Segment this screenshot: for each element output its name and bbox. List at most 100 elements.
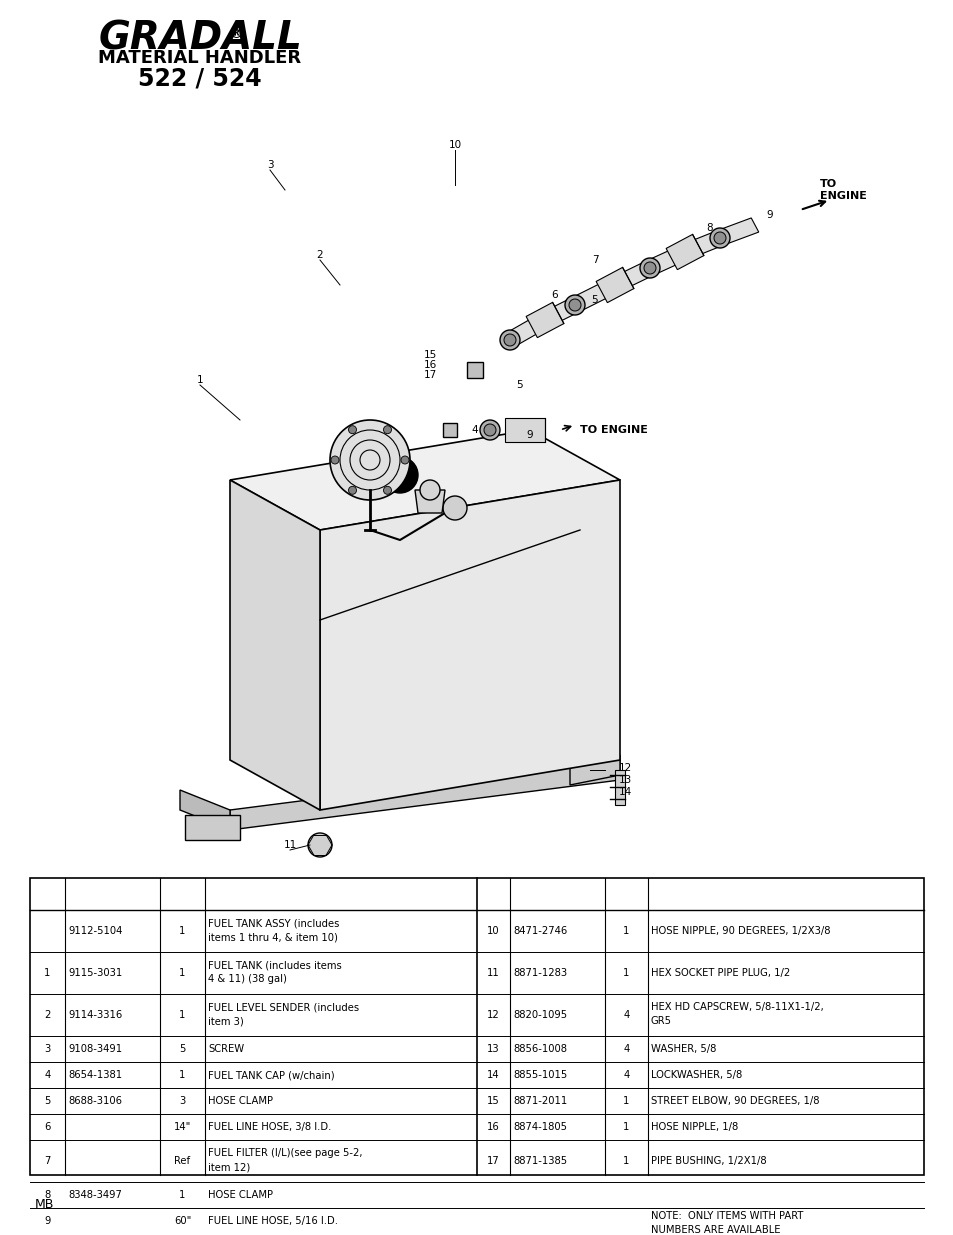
Polygon shape <box>645 245 688 275</box>
Text: FUEL TANK CAP (w/chain): FUEL TANK CAP (w/chain) <box>208 1070 335 1079</box>
Polygon shape <box>230 430 619 530</box>
Polygon shape <box>569 755 619 785</box>
Text: 5: 5 <box>44 1095 51 1107</box>
Circle shape <box>503 333 516 346</box>
Text: 4: 4 <box>622 1044 629 1053</box>
Text: 1: 1 <box>622 1156 629 1166</box>
Text: HOSE NIPPLE, 1/8: HOSE NIPPLE, 1/8 <box>650 1123 738 1132</box>
Polygon shape <box>596 267 633 303</box>
Text: 5: 5 <box>591 295 598 305</box>
Text: MB: MB <box>35 1198 54 1212</box>
Text: 12: 12 <box>618 763 631 773</box>
Text: 13: 13 <box>618 776 631 785</box>
Polygon shape <box>716 217 758 245</box>
Text: 60": 60" <box>173 1216 191 1226</box>
Text: HOSE CLAMP: HOSE CLAMP <box>208 1095 273 1107</box>
Text: 11: 11 <box>487 968 499 978</box>
Text: 9112-5104: 9112-5104 <box>68 926 122 936</box>
Text: 2: 2 <box>44 1010 51 1020</box>
Circle shape <box>568 299 580 311</box>
Circle shape <box>383 426 391 433</box>
Text: 1: 1 <box>179 1010 186 1020</box>
Circle shape <box>348 487 356 494</box>
Text: 1: 1 <box>179 968 186 978</box>
Text: LOCKWASHER, 5/8: LOCKWASHER, 5/8 <box>650 1070 741 1079</box>
Text: 14: 14 <box>618 787 631 797</box>
Text: FUEL LEVEL SENDER (includes: FUEL LEVEL SENDER (includes <box>208 1002 358 1011</box>
Polygon shape <box>611 261 653 291</box>
Text: 5: 5 <box>179 1044 186 1053</box>
Text: TO
ENGINE: TO ENGINE <box>820 179 866 201</box>
Circle shape <box>348 426 356 433</box>
Text: FUEL FILTER (I/L)(see page 5-2,: FUEL FILTER (I/L)(see page 5-2, <box>208 1149 362 1158</box>
Text: 1: 1 <box>622 926 629 936</box>
Text: 8871-2011: 8871-2011 <box>513 1095 567 1107</box>
Text: 9: 9 <box>526 430 533 440</box>
Text: item 12): item 12) <box>208 1162 250 1172</box>
Text: 8855-1015: 8855-1015 <box>513 1070 567 1079</box>
Text: 9114-3316: 9114-3316 <box>68 1010 122 1020</box>
Text: FUEL TANK ASSY (includes: FUEL TANK ASSY (includes <box>208 918 339 927</box>
Text: 8871-1283: 8871-1283 <box>513 968 566 978</box>
Circle shape <box>713 232 725 245</box>
Text: HOSE NIPPLE, 90 DEGREES, 1/2X3/8: HOSE NIPPLE, 90 DEGREES, 1/2X3/8 <box>650 926 830 936</box>
Circle shape <box>709 228 729 248</box>
Text: 1: 1 <box>196 375 203 385</box>
Text: 17: 17 <box>423 370 436 380</box>
Text: 5: 5 <box>517 380 523 390</box>
Polygon shape <box>467 362 482 378</box>
Text: 1: 1 <box>622 1095 629 1107</box>
Circle shape <box>499 330 519 350</box>
Circle shape <box>639 258 659 278</box>
Text: 8: 8 <box>45 1191 51 1200</box>
Text: GR5: GR5 <box>650 1016 671 1026</box>
Polygon shape <box>230 480 319 810</box>
Text: 17: 17 <box>487 1156 499 1166</box>
Text: 15: 15 <box>487 1095 499 1107</box>
Polygon shape <box>504 417 544 442</box>
Text: 9108-3491: 9108-3491 <box>68 1044 122 1053</box>
Text: item 3): item 3) <box>208 1016 244 1026</box>
Text: 11: 11 <box>283 840 296 850</box>
Text: 4: 4 <box>471 425 477 435</box>
FancyBboxPatch shape <box>30 878 923 1174</box>
Text: 8471-2746: 8471-2746 <box>513 926 567 936</box>
Polygon shape <box>185 815 240 840</box>
Text: 1: 1 <box>44 968 51 978</box>
Text: 3: 3 <box>267 161 273 170</box>
Text: SCREW: SCREW <box>208 1044 244 1053</box>
Text: 6: 6 <box>44 1123 51 1132</box>
Text: 8874-1805: 8874-1805 <box>513 1123 566 1132</box>
Circle shape <box>442 496 467 520</box>
Text: 1: 1 <box>622 1123 629 1132</box>
Text: 4: 4 <box>45 1070 51 1079</box>
Text: 8871-1385: 8871-1385 <box>513 1156 566 1166</box>
Text: 12: 12 <box>487 1010 499 1020</box>
Circle shape <box>330 420 410 500</box>
Text: GRADALL: GRADALL <box>98 19 301 57</box>
Circle shape <box>381 457 417 493</box>
Polygon shape <box>442 424 456 437</box>
Text: HOSE CLAMP: HOSE CLAMP <box>208 1191 273 1200</box>
Text: items 1 thru 4, & item 10): items 1 thru 4, & item 10) <box>208 932 337 942</box>
Circle shape <box>564 295 584 315</box>
Polygon shape <box>415 490 444 513</box>
Text: 522 / 524: 522 / 524 <box>138 65 261 90</box>
Text: WASHER, 5/8: WASHER, 5/8 <box>650 1044 716 1053</box>
Text: 14: 14 <box>487 1070 499 1079</box>
Circle shape <box>383 487 391 494</box>
Text: 16: 16 <box>487 1123 499 1132</box>
Text: HEX HD CAPSCREW, 5/8-11X1-1/2,: HEX HD CAPSCREW, 5/8-11X1-1/2, <box>650 1002 822 1011</box>
Text: 8820-1095: 8820-1095 <box>513 1010 566 1020</box>
Text: 9: 9 <box>766 210 773 220</box>
Polygon shape <box>615 769 624 805</box>
Text: 7: 7 <box>591 254 598 266</box>
Text: 14": 14" <box>173 1123 191 1132</box>
Circle shape <box>308 832 332 857</box>
Polygon shape <box>180 790 230 830</box>
Text: FUEL LINE HOSE, 5/16 I.D.: FUEL LINE HOSE, 5/16 I.D. <box>208 1216 337 1226</box>
Text: 2: 2 <box>316 249 323 261</box>
Circle shape <box>419 480 439 500</box>
Circle shape <box>400 456 409 464</box>
Polygon shape <box>230 760 619 830</box>
